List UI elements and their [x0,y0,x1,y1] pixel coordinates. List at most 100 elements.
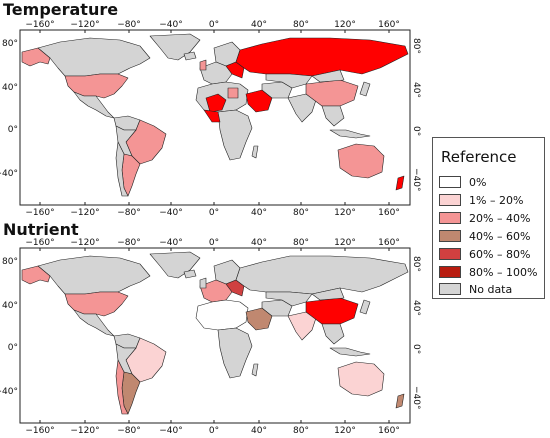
lon-tick: −120° [70,208,99,218]
lon-tick: −40° [159,426,183,436]
countries [21,33,409,197]
lon-tick: 80° [293,208,309,218]
lon-tick: −40° [159,20,183,30]
indonesia [329,347,371,357]
lat-tick: 40° [411,300,421,316]
lon-tick: 40° [251,208,267,218]
legend-swatch [439,212,461,224]
lon-tick: −40° [159,208,183,218]
eastern-europe [225,61,245,79]
japan [359,299,371,315]
north-africa [195,299,249,331]
lon-tick: 40° [251,238,267,248]
legend-label: 60% – 80% [469,247,531,261]
legend-swatch [439,230,461,242]
lon-tick: 160° [378,426,400,436]
legend-label: 1% – 20% [469,193,524,207]
lon-tick: −80° [117,426,141,436]
legend-swatch [439,248,461,260]
lon-tick: 0° [209,20,219,30]
lat-tick: 0° [411,344,421,354]
nutrient-map: −160° −120° −80° −40° 0° 40° 80° 120° 16… [0,238,421,436]
lon-tick: 160° [378,208,400,218]
top-lon-ticks: −160° −120° −80° −40° 0° 40° 80° 120° 16… [25,20,399,30]
central-africa [217,327,253,379]
eastern-europe [225,279,245,297]
lon-tick: −120° [70,20,99,30]
kazakhstan [265,291,313,307]
japan [359,81,371,97]
mongolia [311,69,345,83]
legend-item: 60% – 80% [439,246,530,262]
indonesia [329,129,371,139]
lat-tick: 0° [411,126,421,136]
lat-tick: 80° [411,38,421,54]
right-lat-ticks: 80° 40° 0° −40° [411,256,421,410]
left-lat-ticks: 80° 40° 0° −40° [0,257,18,397]
lon-tick: −80° [117,20,141,30]
new-zealand [395,393,405,409]
legend-item: 20% – 40% [439,210,530,226]
temperature-map-title: Temperature [3,0,119,19]
algeria-niger [205,93,227,113]
lat-tick: 80° [2,257,18,267]
legend-item: 80% – 100% [439,264,537,280]
lat-tick: 80° [2,39,18,49]
left-lat-ticks: 80° 40° 0° −40° [0,39,18,179]
lat-tick: 80° [411,256,421,272]
lat-tick: −40° [0,169,18,179]
lon-tick: −160° [25,238,54,248]
legend-label: 0% [469,175,487,189]
lat-tick: 0° [8,125,18,135]
legend-title: Reference [441,148,517,166]
lat-tick: −40° [411,168,421,192]
bottom-lon-ticks: −160° −120° −80° −40° 0° 40° 80° 120° 16… [25,208,399,218]
lon-tick: 80° [293,20,309,30]
chile [115,141,129,197]
legend-label: 40% – 60% [469,229,531,243]
bottom-lon-ticks: −160° −120° −80° −40° 0° 40° 80° 120° 16… [25,426,399,436]
alaska [21,47,51,67]
libya [227,87,239,99]
right-lat-ticks: 80° 40° 0° −40° [411,38,421,192]
west-africa [203,109,221,123]
madagascar [251,363,259,377]
legend-item: 1% – 20% [439,192,523,208]
central-africa [217,109,253,161]
chile [115,359,129,415]
lat-tick: −40° [0,387,18,397]
uk [199,277,207,289]
lon-tick: 40° [251,426,267,436]
western-europe [199,279,233,303]
lon-tick: −80° [117,238,141,248]
temperature-map: −160° −120° −80° −40° 0° 40° 80° 120° 16… [0,20,421,218]
lon-tick: −120° [70,238,99,248]
lon-tick: 0° [209,238,219,248]
legend-item: 0% [439,174,486,190]
lat-tick: 40° [2,301,18,311]
iceland [183,51,197,61]
mongolia [311,287,345,301]
kazakhstan [265,73,313,89]
lat-tick: −40° [411,386,421,410]
lon-tick: −120° [70,426,99,436]
lon-tick: −160° [25,20,54,30]
countries [21,251,409,415]
legend-label: No data [469,282,513,296]
legend-swatch [439,266,461,278]
top-lon-ticks: −160° −120° −80° −40° 0° 40° 80° 120° 16… [25,238,399,248]
lon-tick: 120° [334,426,356,436]
southeast-asia [321,323,345,345]
legend-label: 80% – 100% [469,265,538,279]
canada [37,37,151,77]
russia [235,37,409,77]
legend: Reference 0% 1% – 20% 20% – 40% 40% – 60… [432,137,545,299]
lon-tick: 0° [209,208,219,218]
lon-tick: −160° [25,426,54,436]
lat-tick: 40° [411,82,421,98]
lon-tick: 120° [334,208,356,218]
legend-label: 20% – 40% [469,211,531,225]
lon-tick: 40° [251,20,267,30]
legend-item: 40% – 60% [439,228,530,244]
lon-tick: 160° [378,20,400,30]
